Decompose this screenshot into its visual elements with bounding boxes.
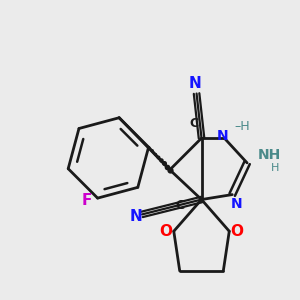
Text: O: O	[159, 224, 172, 239]
Text: N: N	[217, 129, 228, 143]
Text: H: H	[271, 163, 279, 173]
Text: C: C	[189, 117, 198, 130]
Text: F: F	[81, 193, 92, 208]
Text: O: O	[231, 224, 244, 239]
Text: C: C	[175, 199, 184, 212]
Text: N: N	[188, 76, 201, 91]
Text: –H: –H	[234, 120, 250, 133]
Text: N: N	[230, 197, 242, 212]
Text: NH: NH	[257, 148, 280, 162]
Text: N: N	[130, 209, 142, 224]
